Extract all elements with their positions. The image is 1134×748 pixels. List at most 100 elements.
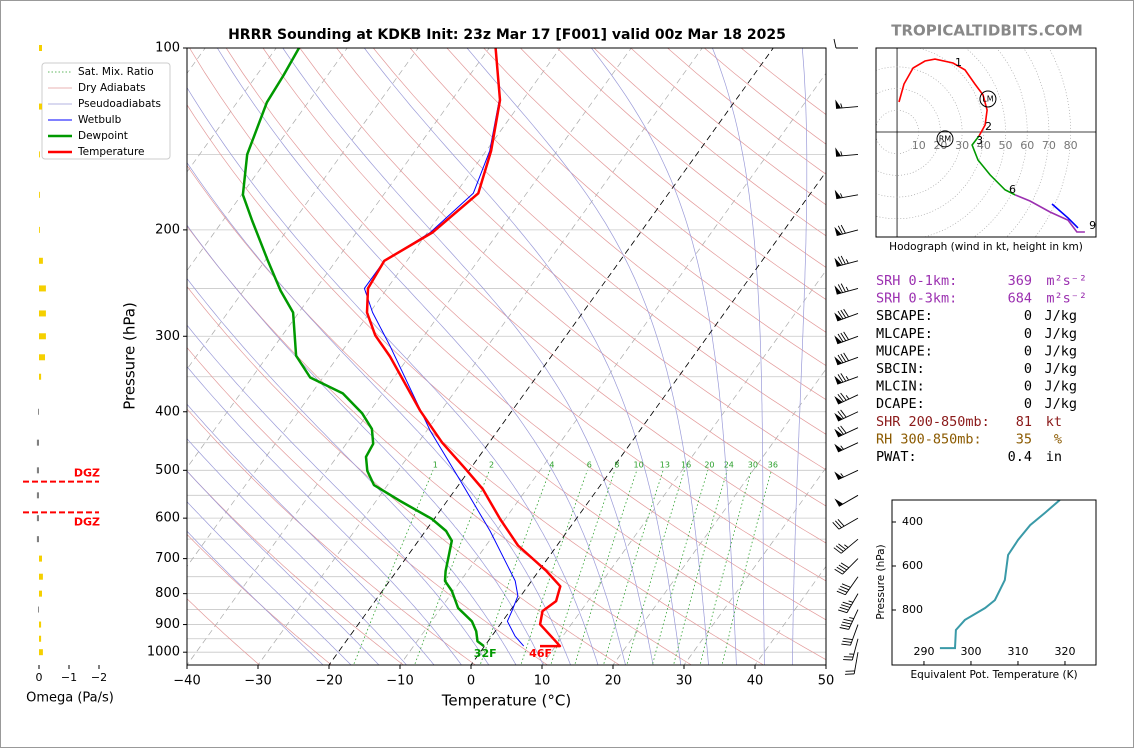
pseudoadiabat: [187, 366, 462, 665]
barb-full: [842, 621, 852, 625]
omega-bar: [38, 606, 39, 613]
stat-unit: %: [1054, 431, 1062, 447]
y-tick-label: 200: [155, 222, 180, 237]
hodo-ring-label: 80: [1064, 139, 1078, 152]
barb-flag: [834, 335, 843, 344]
barb-shaft: [836, 153, 859, 157]
barb-shaft: [837, 411, 859, 422]
barb-shaft: [838, 517, 859, 530]
y-tick-label: 800: [902, 603, 923, 616]
hodo-ring-label: 10: [912, 139, 926, 152]
mixing-ratio-label: 13: [660, 461, 670, 470]
barb-full: [836, 590, 846, 596]
x-tick-label: 300: [960, 645, 981, 658]
mixing-ratio-line: [574, 470, 638, 665]
mixing-ratio-line: [603, 470, 664, 665]
wind-barb: [836, 576, 859, 596]
legend-label: Dry Adiabats: [78, 82, 146, 94]
x-tick-label: −30: [244, 674, 271, 689]
stat-value: 0: [1024, 379, 1032, 395]
mixing-ratio-line: [479, 470, 551, 665]
dry-adiabat: [373, 48, 826, 435]
y-tick-label: 500: [155, 463, 180, 478]
x-tick-label: −20: [315, 674, 342, 689]
barb-shaft: [848, 609, 859, 630]
stat-unit: J/kg: [1044, 326, 1077, 342]
omega-bar: [39, 621, 42, 628]
barb-full: [837, 225, 843, 235]
stat-label: SRH 0-1km:: [876, 273, 957, 289]
stat-unit: J/kg: [1044, 396, 1077, 412]
omega-bar: [39, 373, 42, 380]
barb-half: [845, 286, 849, 292]
dgz-label: DGZ: [74, 515, 100, 528]
dry-adiabat: [409, 48, 826, 401]
stat-unit: m²s⁻²: [1046, 291, 1087, 307]
chart-title: HRRR Sounding at KDKB Init: 23z Mar 17 […: [228, 27, 786, 43]
barb-full: [840, 392, 847, 401]
y-tick-label: 100: [155, 41, 180, 56]
wind-barb: [839, 609, 859, 630]
barb-full: [835, 545, 844, 552]
pseudoadiabat: [216, 48, 626, 665]
mixing-ratio-line: [626, 470, 685, 665]
mixing-ratio-line: [651, 470, 709, 665]
legend-box: [41, 62, 171, 160]
omega-bar: [36, 492, 39, 499]
mixing-ratio-label: 10: [633, 461, 643, 470]
barb-full: [841, 604, 851, 608]
mixing-ratio-label: 8: [614, 461, 619, 470]
profile-line: [365, 48, 562, 648]
barb-full: [840, 353, 847, 362]
stat-label: SBCIN:: [876, 361, 925, 377]
barb-full: [840, 585, 849, 591]
hodo-height-label: 2: [985, 120, 992, 133]
barb-flag: [834, 226, 842, 236]
pseudoadiabat: [187, 162, 571, 665]
barb-full: [840, 283, 846, 293]
barb-full: [832, 522, 840, 530]
barb-full: [840, 373, 847, 382]
mixing-ratio-label: 36: [768, 461, 778, 470]
wind-barb: [835, 99, 859, 109]
stat-value: 0: [1024, 396, 1032, 412]
y-axis-title: Pressure (hPa): [875, 544, 887, 619]
wind-barb: [834, 283, 859, 295]
barb-flag: [834, 498, 844, 507]
stat-unit: J/kg: [1044, 379, 1077, 395]
x-tick-label: 290: [913, 645, 934, 658]
wind-barb: [841, 624, 859, 646]
mixing-ratio-line: [699, 470, 752, 665]
barb-full: [840, 224, 846, 234]
wind-barb: [834, 469, 859, 481]
stat-label: MLCAPE:: [876, 326, 933, 342]
barb-flag: [834, 356, 843, 365]
hodo-trace: [1051, 203, 1079, 229]
wind-barb: [833, 538, 859, 554]
barb-flag: [834, 428, 843, 437]
y-tick-label: 1000: [147, 645, 180, 660]
x-tick-label: 0: [36, 671, 43, 684]
y-tick-label: 800: [155, 586, 180, 601]
stat-value: 0: [1024, 326, 1032, 342]
profile-line: [363, 100, 525, 647]
barb-flag: [834, 412, 843, 422]
barb-shaft: [837, 335, 859, 345]
y-tick-label: 700: [155, 551, 180, 566]
stat-label: RH 300-850mb:: [876, 431, 982, 447]
y-tick-label: 300: [155, 329, 180, 344]
stat-unit: in: [1046, 449, 1062, 465]
stat-label: SRH 0-3km:: [876, 291, 957, 307]
wind-barb: [834, 392, 859, 405]
x-tick-label: 20: [605, 674, 622, 689]
omega-bar: [39, 555, 42, 562]
barb-flag: [834, 375, 843, 385]
barb-full: [843, 637, 853, 641]
wind-barb: [838, 593, 859, 614]
hodo-trace: [971, 135, 1016, 196]
hodo-ring: [1006, 48, 1050, 237]
y-axis-title: Pressure (hPa): [121, 302, 139, 410]
barb-flag: [835, 99, 842, 109]
pseudoadiabat: [187, 438, 407, 665]
